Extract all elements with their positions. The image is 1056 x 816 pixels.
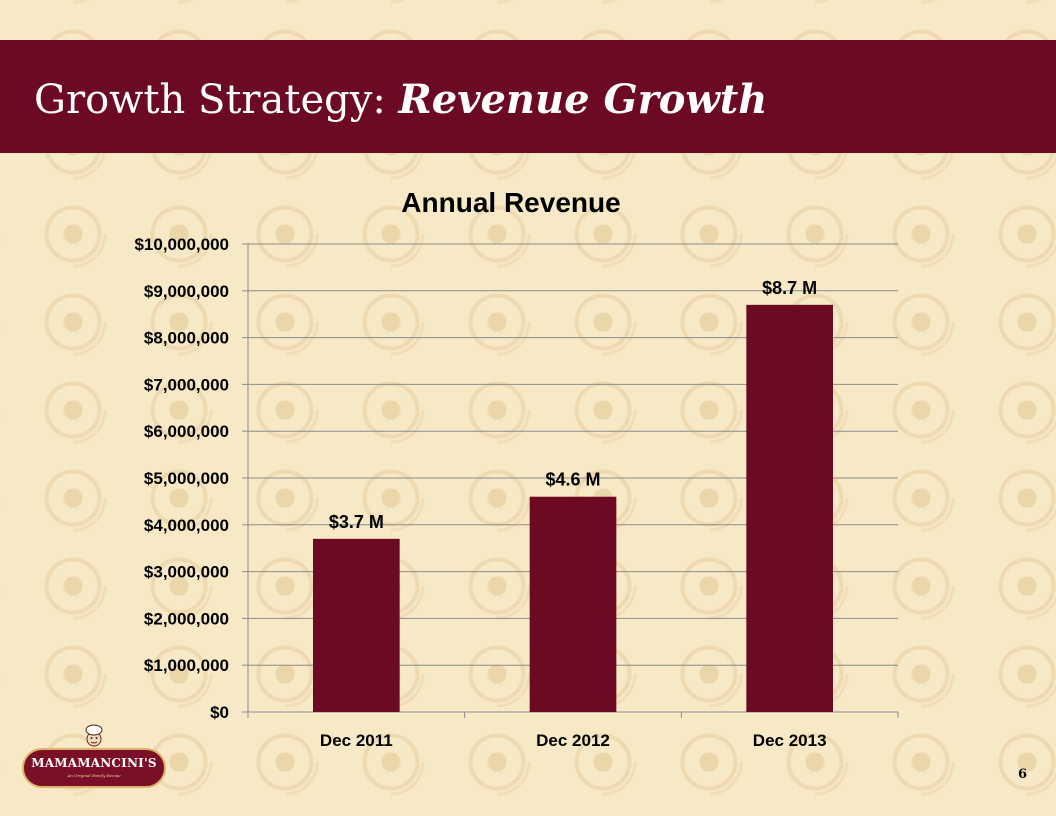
title-band (0, 40, 1056, 153)
y-tick-label: $7,000,000 (144, 375, 229, 394)
bars (313, 304, 833, 712)
chart-title: Annual Revenue (401, 187, 620, 218)
x-tick-label: Dec 2013 (753, 731, 827, 750)
logo-badge: MAMAMANCINI'S An Original Family Recipe (22, 748, 166, 788)
data-label: $3.7 M (329, 512, 384, 532)
page-number: 6 (1018, 767, 1028, 782)
y-tick-label: $3,000,000 (144, 563, 229, 582)
y-tick-label: $5,000,000 (144, 469, 229, 488)
x-tick-label: Dec 2012 (536, 731, 610, 750)
x-tick-label: Dec 2011 (320, 731, 393, 750)
y-tick-label: $8,000,000 (144, 329, 229, 348)
data-labels: $3.7 M $4.6 M $8.7 M (329, 278, 817, 532)
y-tick-label: $4,000,000 (144, 516, 229, 535)
data-label: $4.6 M (545, 470, 600, 490)
data-label: $8.7 M (762, 278, 817, 298)
y-tick-label: $9,000,000 (144, 282, 229, 301)
bar (529, 496, 617, 712)
logo-tagline: An Original Family Recipe (67, 773, 121, 778)
slide-title-emphasis: Revenue Growth (398, 76, 768, 123)
bar (313, 538, 400, 712)
chef-icon (85, 724, 103, 747)
y-tick-label: $2,000,000 (144, 609, 229, 628)
mamamancinis-logo: MAMAMANCINI'S An Original Family Recipe (22, 724, 170, 794)
y-tick-label: $6,000,000 (144, 422, 229, 441)
y-tick-label: $10,000,000 (134, 235, 229, 254)
y-tick-label: $0 (210, 703, 229, 722)
slide-title-plain: Growth Strategy: (34, 77, 399, 123)
logo-name: MAMAMANCINI'S (31, 756, 157, 770)
slide-title: Growth Strategy: Revenue Growth (34, 74, 767, 126)
bar (746, 304, 833, 712)
y-tick-label: $1,000,000 (144, 656, 229, 675)
x-axis-ticks: Dec 2011 Dec 2012 Dec 2013 (247, 712, 899, 750)
y-axis-ticks: $0 $1,000,000 $2,000,000 $3,000,000 $4,000,0… (134, 235, 248, 722)
